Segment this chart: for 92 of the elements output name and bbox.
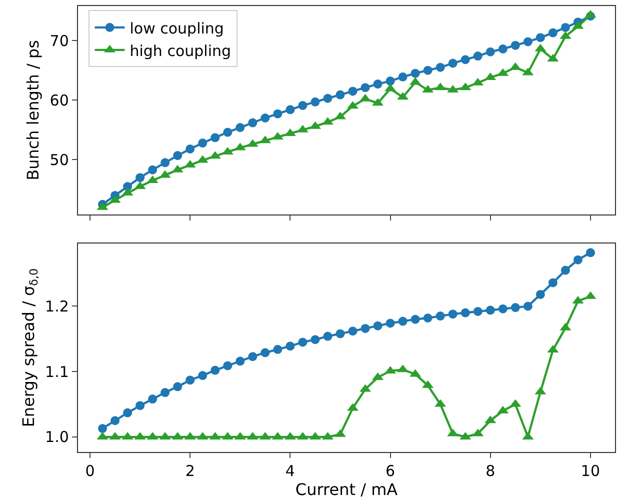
point: [210, 366, 220, 375]
point: [373, 80, 382, 89]
point: [98, 424, 108, 433]
point: [523, 37, 532, 46]
point: [273, 344, 282, 354]
point: [548, 278, 558, 288]
point: [110, 416, 120, 426]
point: [323, 94, 332, 103]
point: [260, 114, 270, 122]
point: [398, 72, 408, 82]
y-tick-label: 50: [50, 150, 69, 169]
point: [560, 266, 570, 275]
point: [123, 408, 132, 418]
point: [386, 76, 395, 86]
point: [473, 52, 482, 61]
point: [260, 348, 270, 358]
point: [160, 388, 170, 398]
point: [136, 401, 145, 410]
x-tick-label: 6: [386, 462, 396, 480]
point: [460, 55, 470, 64]
point: [498, 44, 508, 54]
point: [386, 318, 395, 328]
point: [248, 352, 258, 362]
x-axis-title: Current / mA: [295, 480, 398, 500]
point: [548, 28, 558, 38]
y-tick-label: 1.2: [45, 297, 69, 316]
point: [298, 100, 308, 110]
point: [436, 62, 445, 72]
point: [448, 310, 458, 319]
point: [323, 332, 332, 341]
legend-label: low coupling: [130, 19, 224, 38]
point: [536, 290, 545, 299]
point: [248, 118, 258, 128]
point: [436, 312, 445, 321]
point: [136, 173, 145, 182]
point: [423, 66, 432, 75]
y-tick-label: 1.1: [45, 362, 69, 381]
point: [236, 356, 245, 366]
point: [560, 22, 570, 32]
point: [160, 158, 170, 168]
point: [223, 128, 232, 137]
y-tick-label: 1.0: [45, 428, 69, 446]
point: [473, 306, 482, 316]
point: [423, 314, 432, 322]
point: [310, 335, 320, 344]
point: [336, 329, 345, 338]
x-tick-label: 8: [486, 462, 496, 480]
point: [148, 165, 158, 174]
point: [236, 123, 245, 132]
point: [210, 133, 220, 142]
point: [373, 321, 382, 330]
point: [510, 303, 520, 312]
x-tick-label: 10: [580, 462, 600, 480]
point: [186, 376, 195, 385]
point: [198, 138, 208, 148]
point: [348, 326, 358, 336]
point: [486, 306, 495, 315]
y-axis-title: Bunch length / ps: [24, 40, 43, 180]
point: [223, 361, 232, 370]
y-tick-label: 70: [50, 32, 69, 50]
point: [360, 324, 370, 333]
point: [573, 255, 582, 264]
point: [460, 308, 470, 318]
point: [523, 302, 532, 311]
point: [286, 105, 295, 114]
point: [286, 342, 295, 351]
point: [410, 68, 420, 78]
x-tick-label: 0: [85, 462, 95, 480]
point: [410, 314, 420, 324]
point: [510, 40, 520, 50]
x-tick-label: 2: [185, 462, 195, 480]
point: [298, 338, 308, 347]
point: [173, 382, 182, 392]
point: [498, 304, 508, 314]
point: [273, 109, 282, 118]
point: [586, 248, 595, 258]
point: [148, 394, 158, 404]
point: [448, 58, 458, 68]
point: [173, 151, 182, 160]
point: [310, 97, 320, 106]
point: [360, 83, 370, 92]
point: [486, 47, 495, 56]
point: [336, 90, 345, 100]
point: [536, 33, 545, 42]
point: [123, 182, 132, 192]
point: [198, 371, 208, 380]
point: [186, 144, 195, 154]
point: [398, 316, 408, 326]
x-tick-label: 4: [285, 462, 295, 480]
legend-label: high coupling: [130, 42, 232, 60]
y-tick-label: 60: [50, 91, 69, 110]
point: [348, 86, 358, 96]
